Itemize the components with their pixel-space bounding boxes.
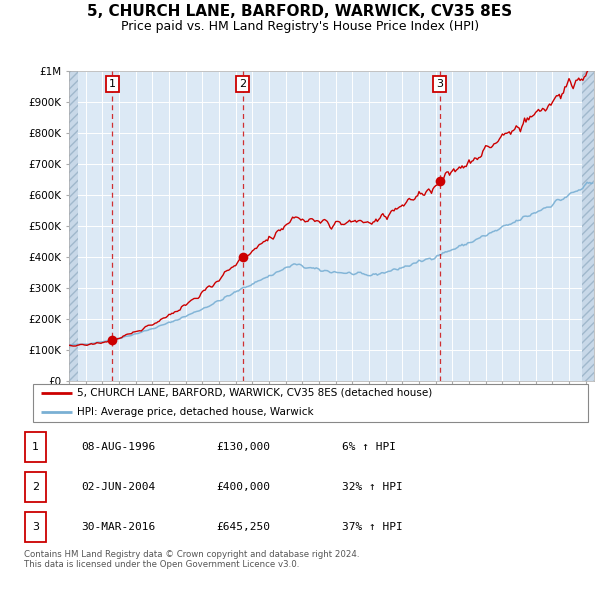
- Text: £645,250: £645,250: [216, 522, 270, 532]
- Text: 5, CHURCH LANE, BARFORD, WARWICK, CV35 8ES: 5, CHURCH LANE, BARFORD, WARWICK, CV35 8…: [88, 4, 512, 19]
- Text: 2: 2: [32, 482, 39, 492]
- Text: HPI: Average price, detached house, Warwick: HPI: Average price, detached house, Warw…: [77, 407, 314, 417]
- Text: 08-AUG-1996: 08-AUG-1996: [81, 442, 155, 451]
- Text: 5, CHURCH LANE, BARFORD, WARWICK, CV35 8ES (detached house): 5, CHURCH LANE, BARFORD, WARWICK, CV35 8…: [77, 388, 433, 398]
- Text: £130,000: £130,000: [216, 442, 270, 451]
- Text: 2: 2: [239, 79, 246, 89]
- FancyBboxPatch shape: [25, 513, 46, 542]
- Text: 02-JUN-2004: 02-JUN-2004: [81, 482, 155, 491]
- Text: 30-MAR-2016: 30-MAR-2016: [81, 522, 155, 532]
- Bar: [69, 71, 78, 381]
- Bar: [581, 71, 595, 381]
- Text: £400,000: £400,000: [216, 482, 270, 491]
- FancyBboxPatch shape: [25, 432, 46, 462]
- FancyBboxPatch shape: [33, 384, 588, 422]
- Text: 1: 1: [109, 79, 116, 89]
- Text: 3: 3: [436, 79, 443, 89]
- Text: 3: 3: [32, 522, 39, 532]
- Text: Contains HM Land Registry data © Crown copyright and database right 2024.
This d: Contains HM Land Registry data © Crown c…: [24, 550, 359, 569]
- Text: 32% ↑ HPI: 32% ↑ HPI: [342, 482, 403, 491]
- Text: 37% ↑ HPI: 37% ↑ HPI: [342, 522, 403, 532]
- Text: 1: 1: [32, 442, 39, 452]
- FancyBboxPatch shape: [25, 473, 46, 502]
- Text: 6% ↑ HPI: 6% ↑ HPI: [342, 442, 396, 451]
- Text: Price paid vs. HM Land Registry's House Price Index (HPI): Price paid vs. HM Land Registry's House …: [121, 20, 479, 33]
